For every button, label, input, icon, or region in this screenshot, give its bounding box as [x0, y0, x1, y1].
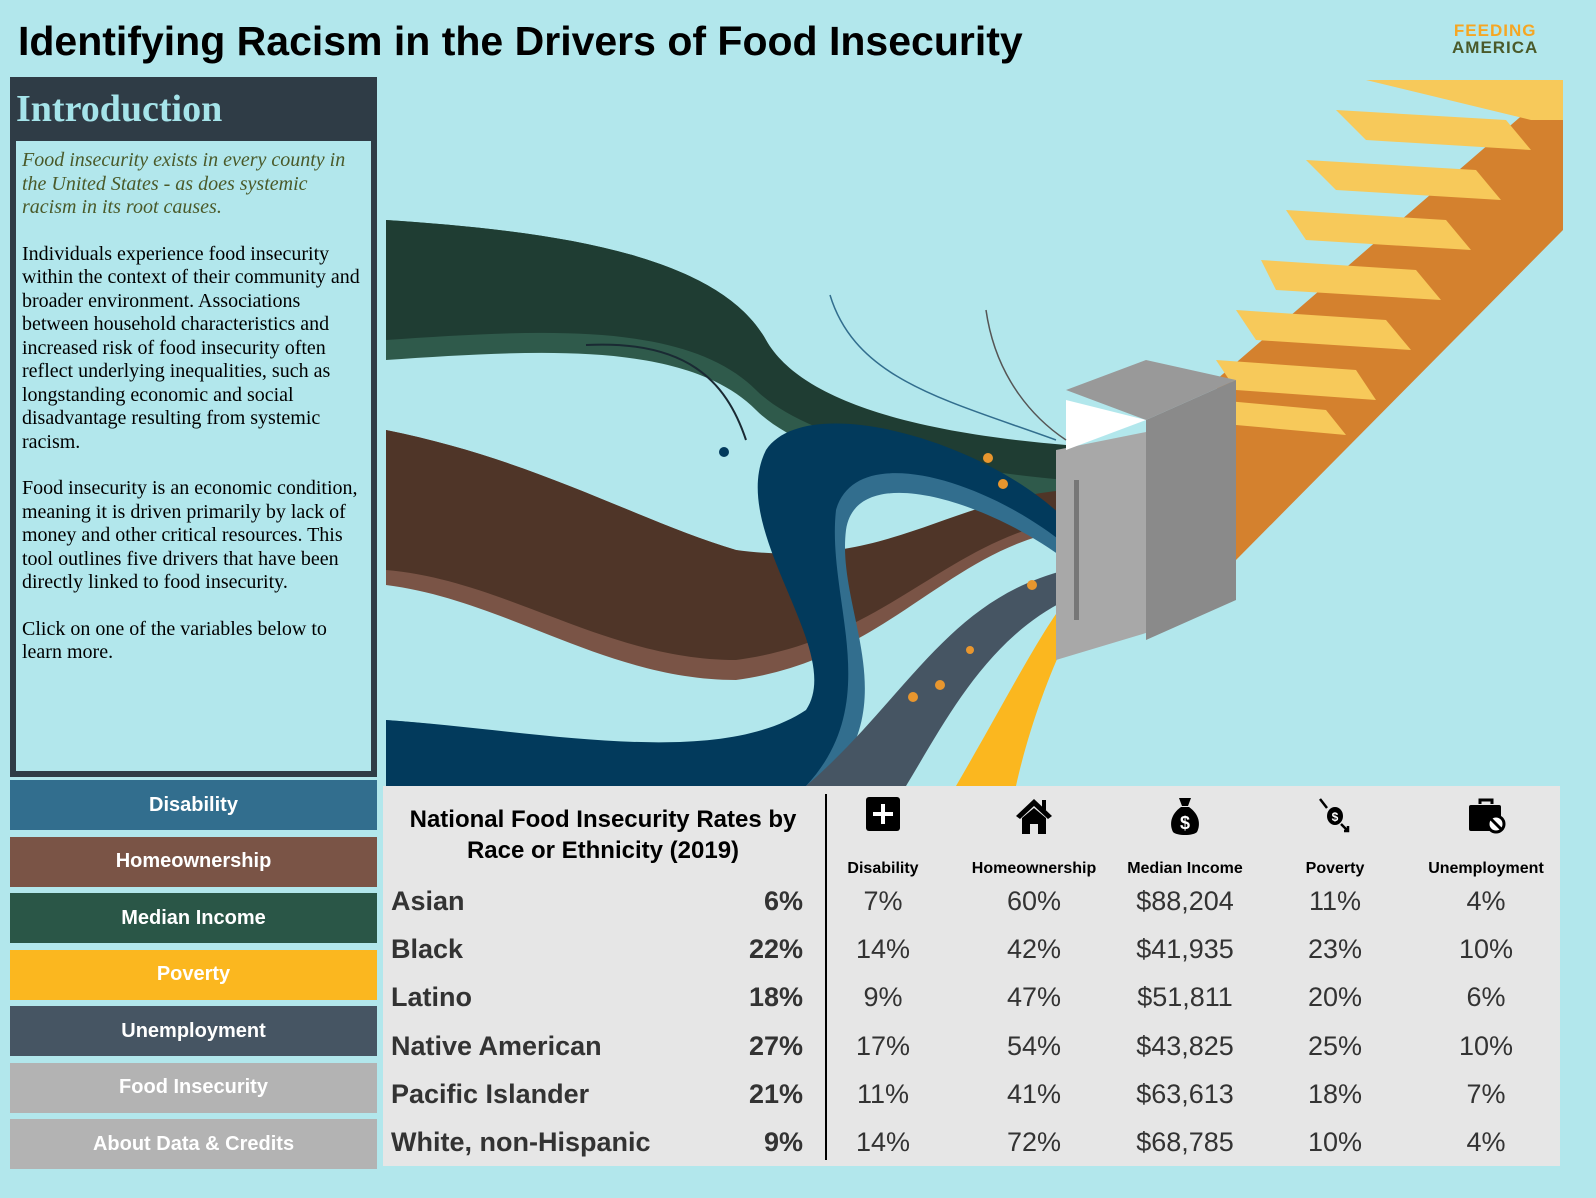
race-label: Latino [391, 982, 472, 1013]
cell-value: 11% [856, 1078, 910, 1109]
table-row: Native American 27% 17% 54% $43,825 25% 10% [383, 1031, 1560, 1079]
cell-value: $43,825 [1136, 1030, 1234, 1061]
cell-value: 11% [1308, 886, 1362, 916]
cell-value: 72% [1006, 1127, 1062, 1157]
cell-value: 4% [1466, 886, 1506, 916]
table-row: White, non-Hispanic 9% 14% 72% $68,785 10% 4% [383, 1127, 1560, 1175]
page-title: Identifying Racism in the Drivers of Foo… [18, 18, 1023, 64]
cell-value: $68,785 [1136, 1127, 1234, 1157]
nav-button-about-data-credits[interactable]: About Data & Credits [10, 1119, 377, 1169]
introduction-panel: Introduction Food insecurity exists in e… [10, 77, 377, 777]
cell-value: 54% [1006, 1030, 1062, 1061]
race-label: White, non-Hispanic [391, 1127, 651, 1157]
food-insecurity-table: National Food Insecurity Rates by Race o… [383, 786, 1560, 1166]
cell-value: 4% [1466, 1127, 1506, 1157]
svg-text:$: $ [1332, 810, 1339, 824]
race-label: Black [391, 934, 464, 965]
cell-value: 20% [1307, 982, 1363, 1013]
column-header-median-income: $ Median Income [1110, 786, 1260, 878]
table-row: Pacific Islander 21% 11% 41% $63,613 18% 7% [383, 1079, 1560, 1127]
cell-value: 10% [1458, 934, 1514, 965]
intro-text: Food insecurity exists in every county i… [16, 141, 371, 771]
table-row: Asian 6% 7% 60% $88,204 11% 4% [383, 886, 1560, 934]
coin-down-icon: $ [1260, 796, 1410, 836]
table-heading: National Food Insecurity Rates by Race o… [409, 806, 797, 864]
column-header-homeownership: Homeownership [959, 786, 1109, 878]
cell-value: 7% [1466, 1078, 1506, 1109]
medical-plus-icon [808, 796, 958, 836]
cell-value: $41,935 [1136, 934, 1234, 965]
house-icon [959, 796, 1109, 836]
food-insecurity-rate: 6% [763, 886, 803, 916]
race-label: Native American [391, 1030, 602, 1061]
food-insecurity-rate: 18% [748, 982, 803, 1013]
intro-heading: Introduction [16, 88, 223, 130]
cell-value: $51,811 [1137, 982, 1233, 1013]
food-insecurity-rate: 21% [748, 1078, 803, 1109]
cell-value: $88,204 [1136, 886, 1234, 916]
divider [825, 794, 827, 1160]
cell-value: 14% [855, 1127, 911, 1157]
race-label: Pacific Islander [391, 1078, 590, 1109]
nav-button-poverty[interactable]: Poverty [10, 949, 377, 1000]
nav-button-median-income[interactable]: Median Income [10, 893, 377, 943]
table-row: Black 22% 14% 42% $41,935 23% 10% [383, 934, 1560, 982]
cell-value: 10% [1307, 1127, 1363, 1157]
cell-value: 25% [1307, 1030, 1363, 1061]
food-insecurity-rate: 22% [748, 934, 803, 965]
cell-value: 6% [1466, 982, 1506, 1013]
cell-value: 17% [855, 1030, 911, 1061]
nav-button-food-insecurity[interactable]: Food Insecurity [10, 1062, 377, 1113]
cell-value: 41% [1006, 1078, 1062, 1109]
cell-value: 10% [1458, 1030, 1514, 1061]
food-insecurity-rate: 9% [763, 1127, 803, 1157]
cell-value: 7% [863, 886, 903, 916]
cell-value: 14% [855, 934, 911, 965]
svg-text:$: $ [1180, 813, 1190, 833]
column-header-unemployment: Unemployment [1411, 786, 1561, 878]
cell-value: 9% [863, 982, 903, 1013]
cell-value: 42% [1006, 934, 1062, 965]
nav-button-disability[interactable]: Disability [10, 780, 377, 830]
briefcase-ban-icon [1411, 796, 1561, 836]
cell-value: 23% [1307, 934, 1363, 965]
cell-value: 47% [1006, 982, 1062, 1013]
feeding-america-logo[interactable]: FEEDING AMERICA [1452, 21, 1539, 57]
nav-button-unemployment[interactable]: Unemployment [10, 1006, 377, 1056]
nav-button-homeownership[interactable]: Homeownership [10, 836, 377, 887]
money-bag-icon: $ [1110, 796, 1260, 836]
cell-value: 60% [1006, 886, 1062, 916]
race-label: Asian [391, 886, 465, 916]
cell-value: $63,613 [1136, 1078, 1234, 1109]
food-insecurity-illustration [386, 80, 1563, 786]
cell-value: 18% [1307, 1078, 1363, 1109]
column-header-disability: Disability [808, 786, 958, 878]
food-insecurity-rate: 27% [748, 1030, 803, 1061]
table-row: Latino 18% 9% 47% $51,811 20% 6% [383, 982, 1560, 1030]
column-header-poverty: $ Poverty [1260, 786, 1410, 878]
